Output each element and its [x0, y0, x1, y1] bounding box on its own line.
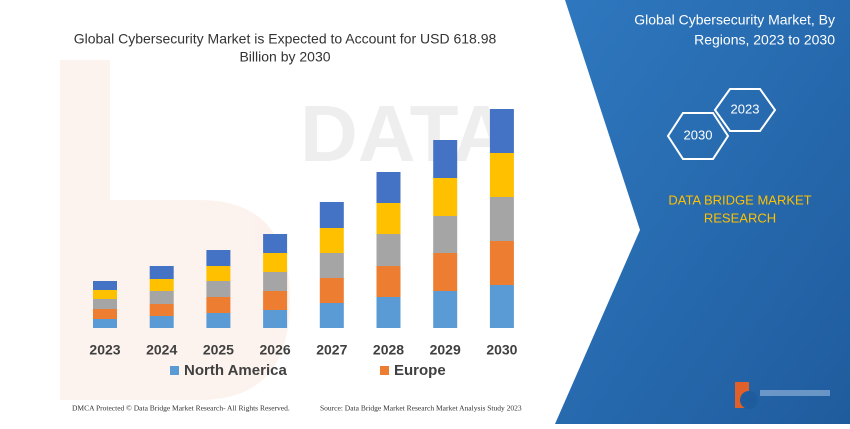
- bar-segment: [319, 228, 344, 253]
- bar-segment: [263, 310, 288, 328]
- bar-segment: [206, 250, 231, 266]
- bar-segment: [376, 266, 401, 297]
- bar-segment: [263, 253, 288, 272]
- footer-text: DMCA Protected © Data Bridge Market Rese…: [72, 404, 290, 413]
- bar-segment: [376, 203, 401, 234]
- bar-segment: [93, 299, 117, 309]
- bar-segment: [433, 253, 458, 291]
- bar-segment: [489, 241, 514, 285]
- side-title: Regions, 2023 to 2030: [694, 32, 835, 48]
- bar-segment: [433, 291, 458, 328]
- watermark: DATA: [60, 60, 510, 400]
- bar-segment: [206, 266, 231, 281]
- bar-segment: [319, 253, 344, 278]
- bar-segment: [433, 140, 458, 178]
- chart-title: Billion by 2030: [239, 49, 330, 65]
- footer-text: Source: Data Bridge Market Research Mark…: [320, 404, 522, 413]
- hexagon: [666, 112, 730, 160]
- legend-swatch: [380, 366, 389, 375]
- bar-segment: [489, 153, 514, 197]
- bar-segment: [319, 303, 344, 328]
- hexagon: [713, 88, 777, 132]
- bar-segment: [489, 109, 514, 153]
- legend-swatch: [170, 366, 179, 375]
- bar-segment: [206, 281, 231, 297]
- bar-segment: [433, 178, 458, 216]
- bar-segment: [263, 234, 288, 253]
- bar-segment: [206, 297, 231, 313]
- x-tick-label: 2023: [89, 342, 120, 358]
- bar-segment: [263, 291, 288, 310]
- bar-segment: [149, 291, 174, 304]
- bar-segment: [149, 266, 174, 279]
- brand-text: RESEARCH: [704, 210, 776, 225]
- bar-segment: [376, 234, 401, 266]
- logo: [735, 382, 830, 409]
- bar-segment: [433, 216, 458, 253]
- hexagon-label: 2023: [731, 101, 760, 116]
- legend-label: Europe: [394, 362, 446, 379]
- bar-segment: [263, 272, 288, 291]
- bar-segment: [489, 197, 514, 241]
- side-panel: [555, 0, 850, 424]
- hexagon-label: 2030: [684, 127, 713, 142]
- brand-text: DATA BRIDGE MARKET: [668, 192, 811, 207]
- chart-title: Global Cybersecurity Market is Expected …: [74, 31, 497, 47]
- bar-segment: [149, 279, 174, 291]
- bar-segment: [93, 290, 117, 299]
- bar-segment: [149, 304, 174, 316]
- svg-text:DATA: DATA: [300, 89, 510, 178]
- bar-segment: [319, 202, 344, 228]
- bar-segment: [376, 172, 401, 203]
- x-tick-label: 2024: [146, 342, 177, 358]
- x-tick-label: 2029: [430, 342, 461, 358]
- bar-segment: [93, 281, 117, 290]
- bar-segment: [376, 297, 401, 328]
- x-tick-label: 2027: [316, 342, 347, 358]
- x-tick-label: 2026: [260, 342, 291, 358]
- bar-segment: [489, 285, 514, 328]
- bar-segment: [93, 309, 117, 319]
- bar-segment: [93, 319, 117, 328]
- x-tick-label: 2028: [373, 342, 404, 358]
- side-title: Global Cybersecurity Market, By: [634, 12, 835, 28]
- bar-segment: [319, 278, 344, 303]
- legend-label: North America: [184, 362, 287, 379]
- x-tick-label: 2030: [486, 342, 517, 358]
- x-tick-label: 2025: [203, 342, 234, 358]
- bar-segment: [149, 316, 174, 328]
- bar-segment: [206, 313, 231, 328]
